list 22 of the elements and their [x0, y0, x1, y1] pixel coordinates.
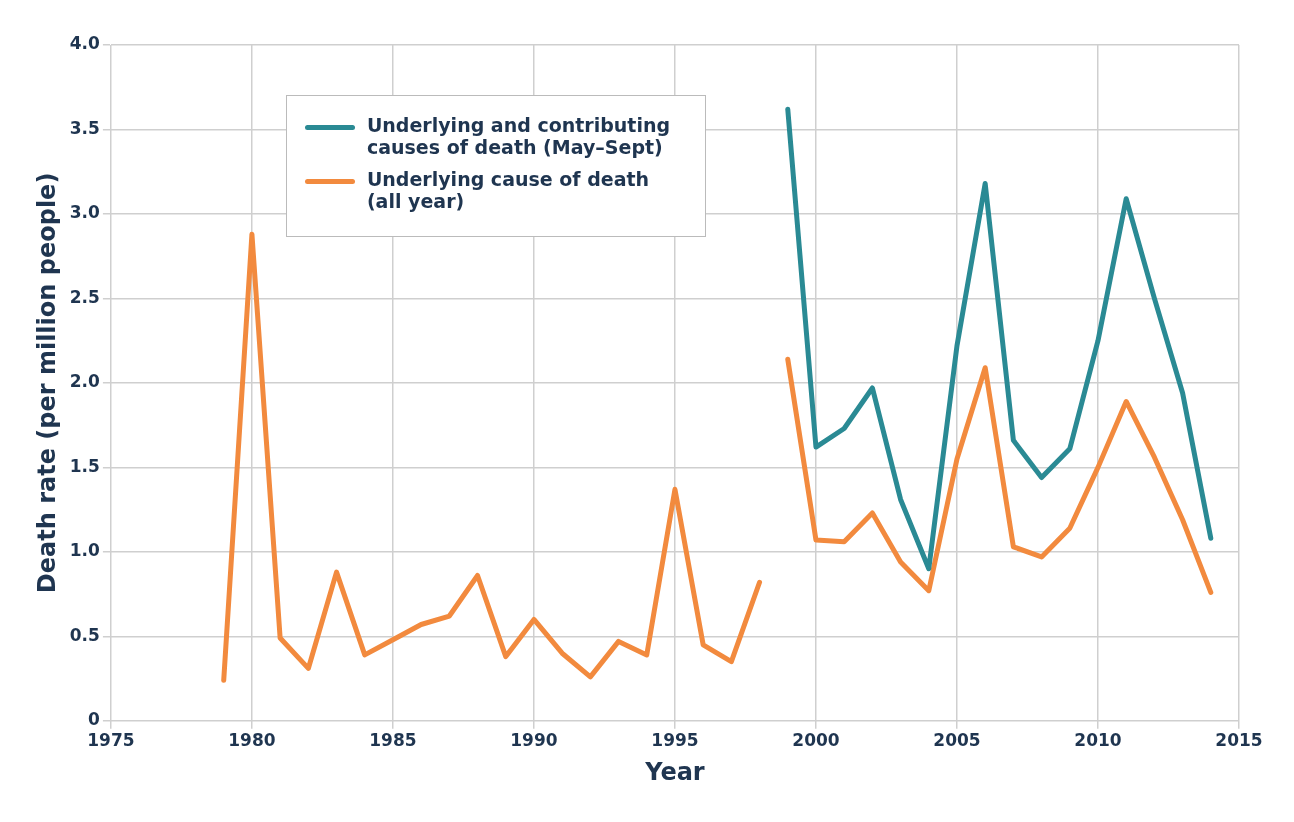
- y-tick-label: 2.0: [69, 371, 101, 392]
- x-tick-label: 2005: [933, 730, 981, 751]
- x-tick-label: 1995: [651, 730, 699, 751]
- y-tick-label: 0: [88, 709, 101, 730]
- x-axis-title: Year: [644, 757, 705, 786]
- legend-label: Underlying cause of death (all year): [366, 168, 651, 212]
- y-tick-label: 3.0: [69, 202, 101, 223]
- y-tick-label: 1.5: [69, 455, 100, 476]
- x-tick-label: 1985: [369, 730, 417, 751]
- y-tick-label: 0.5: [69, 624, 100, 645]
- x-tick-label: 1990: [510, 730, 558, 751]
- x-tick-label: 2000: [792, 730, 840, 751]
- x-tick-label: 1980: [228, 730, 276, 751]
- legend-label: Underlying and contributing causes of death (May–Sept): [366, 114, 672, 158]
- x-tick-label: 2010: [1074, 730, 1122, 751]
- y-tick-label: 4.0: [69, 33, 101, 54]
- y-axis-title: Death rate (per million people): [32, 172, 61, 594]
- y-tick-label: 2.5: [69, 286, 100, 307]
- x-tick-label: 1975: [87, 730, 135, 751]
- x-tick-label: 2015: [1215, 730, 1263, 751]
- y-tick-label: 3.5: [69, 117, 100, 138]
- y-tick-label: 1.0: [69, 540, 101, 561]
